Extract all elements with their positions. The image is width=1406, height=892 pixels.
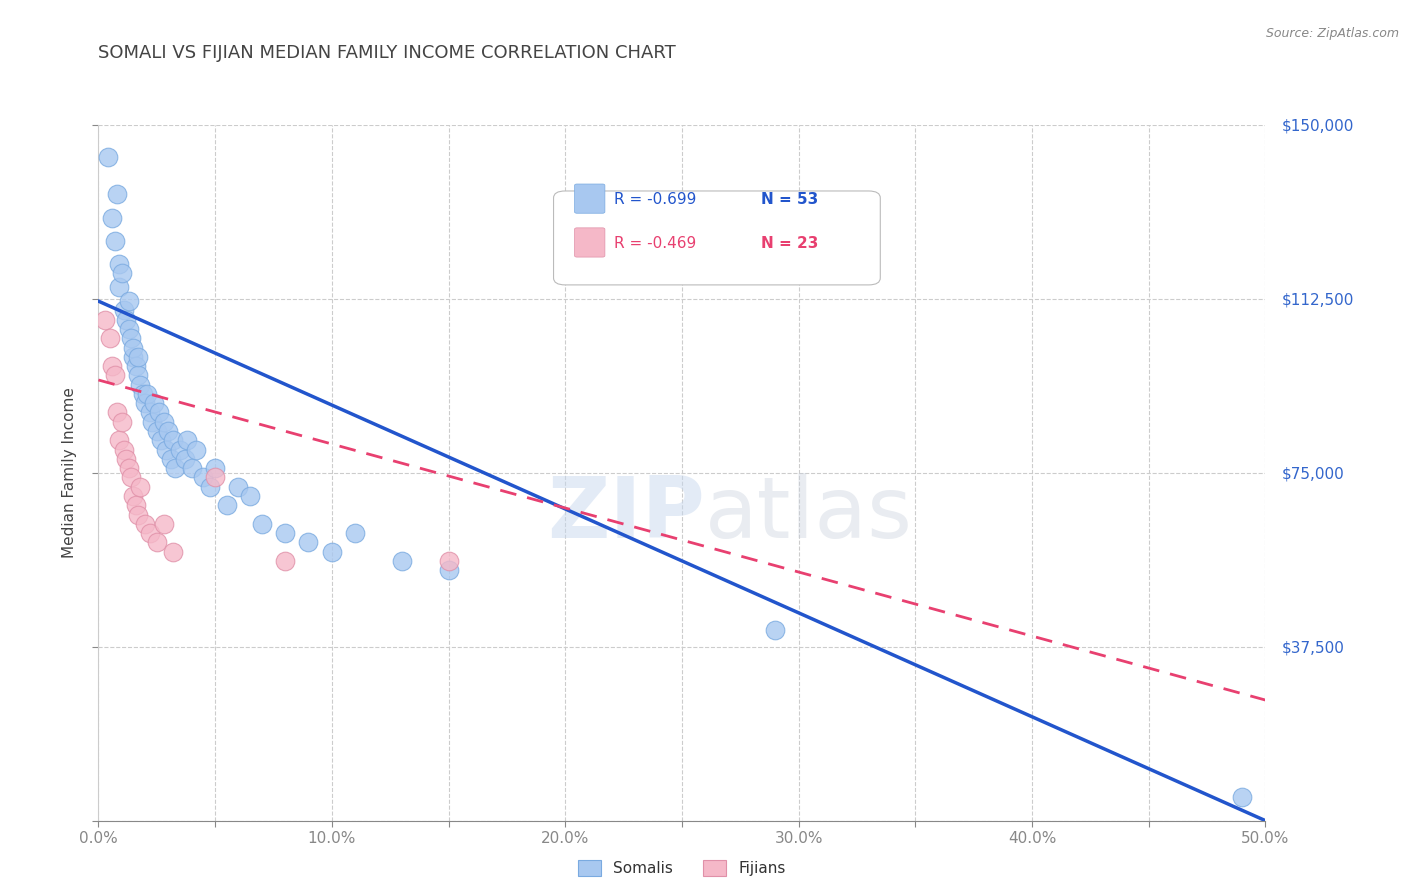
- Point: [165, 461, 187, 475]
- Point: [94, 312, 117, 326]
- Point: [250, 516, 273, 531]
- Text: N = 53: N = 53: [761, 192, 818, 207]
- Point: [155, 442, 177, 457]
- Point: [112, 303, 135, 318]
- Point: [159, 451, 181, 466]
- Point: [391, 554, 413, 568]
- Point: [101, 359, 124, 373]
- Point: [97, 150, 120, 164]
- Point: [105, 187, 128, 202]
- Point: [127, 368, 149, 383]
- Point: [176, 434, 198, 448]
- Point: [146, 424, 169, 438]
- Point: [104, 368, 127, 383]
- Point: [115, 451, 138, 466]
- Point: [105, 405, 128, 419]
- Text: R = -0.699: R = -0.699: [614, 192, 696, 207]
- Point: [344, 526, 367, 541]
- Point: [101, 211, 124, 225]
- Point: [173, 451, 195, 466]
- Point: [204, 470, 226, 484]
- Point: [118, 294, 141, 309]
- FancyBboxPatch shape: [575, 227, 605, 257]
- Point: [127, 350, 149, 364]
- Point: [180, 461, 202, 475]
- Text: atlas: atlas: [706, 473, 914, 556]
- Point: [129, 377, 152, 392]
- Point: [136, 387, 159, 401]
- Point: [134, 516, 156, 531]
- Point: [129, 480, 152, 494]
- Point: [763, 624, 786, 638]
- Point: [215, 498, 238, 512]
- Point: [186, 442, 208, 457]
- Point: [111, 415, 134, 429]
- Point: [108, 434, 131, 448]
- Point: [169, 442, 191, 457]
- Text: ZIP: ZIP: [547, 473, 706, 556]
- Point: [122, 341, 145, 355]
- Text: Source: ZipAtlas.com: Source: ZipAtlas.com: [1265, 27, 1399, 40]
- FancyBboxPatch shape: [575, 184, 605, 213]
- Point: [125, 498, 148, 512]
- Point: [108, 257, 131, 271]
- Point: [1230, 790, 1253, 805]
- Point: [108, 280, 131, 294]
- Point: [321, 544, 343, 558]
- Point: [193, 470, 215, 484]
- Point: [228, 480, 250, 494]
- Point: [112, 442, 135, 457]
- Point: [146, 535, 169, 549]
- Point: [118, 461, 141, 475]
- Point: [139, 405, 162, 419]
- Point: [274, 526, 297, 541]
- Point: [239, 489, 262, 503]
- Point: [204, 461, 226, 475]
- Point: [200, 480, 222, 494]
- Point: [139, 526, 162, 541]
- Point: [143, 396, 166, 410]
- Text: SOMALI VS FIJIAN MEDIAN FAMILY INCOME CORRELATION CHART: SOMALI VS FIJIAN MEDIAN FAMILY INCOME CO…: [98, 45, 676, 62]
- Point: [120, 470, 142, 484]
- Point: [148, 405, 170, 419]
- Point: [141, 415, 163, 429]
- Point: [134, 396, 156, 410]
- Legend: Somalis, Fijians: Somalis, Fijians: [572, 855, 792, 882]
- Point: [122, 489, 145, 503]
- Point: [162, 544, 184, 558]
- Point: [111, 266, 134, 280]
- Point: [152, 415, 174, 429]
- Point: [150, 434, 173, 448]
- Point: [297, 535, 319, 549]
- Point: [162, 434, 184, 448]
- Y-axis label: Median Family Income: Median Family Income: [62, 387, 77, 558]
- Point: [104, 234, 127, 248]
- Point: [98, 331, 121, 345]
- Point: [157, 424, 180, 438]
- Point: [127, 508, 149, 522]
- Point: [118, 322, 141, 336]
- Point: [437, 563, 460, 577]
- Point: [152, 516, 174, 531]
- Point: [274, 554, 297, 568]
- Point: [125, 359, 148, 373]
- Text: N = 23: N = 23: [761, 235, 818, 251]
- Point: [115, 312, 138, 326]
- Point: [122, 350, 145, 364]
- Point: [120, 331, 142, 345]
- FancyBboxPatch shape: [554, 191, 880, 285]
- Point: [132, 387, 155, 401]
- Text: R = -0.469: R = -0.469: [614, 235, 696, 251]
- Point: [437, 554, 460, 568]
